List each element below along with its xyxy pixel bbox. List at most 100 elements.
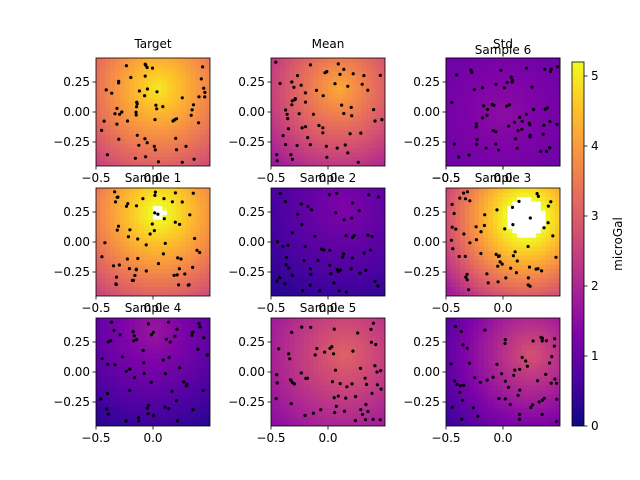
- field-cell: [299, 58, 305, 63]
- field-cell: [313, 219, 319, 225]
- field-cell: [361, 201, 367, 207]
- field-cell: [195, 107, 201, 113]
- field-cell: [455, 107, 461, 113]
- field-cell: [474, 111, 480, 117]
- field-cell: [275, 62, 281, 68]
- field-cell: [337, 219, 343, 225]
- sample-point: [502, 86, 506, 90]
- field-cell: [555, 214, 560, 220]
- field-cell: [289, 93, 295, 99]
- field-cell: [365, 102, 371, 108]
- field-cell: [346, 111, 352, 117]
- field-cell: [133, 394, 139, 400]
- field-cell: [332, 116, 338, 122]
- field-cell: [280, 228, 286, 234]
- sample-point: [531, 107, 536, 111]
- field-cell: [313, 223, 319, 229]
- field-cell: [124, 344, 130, 350]
- field-cell: [124, 188, 130, 193]
- field-cell: [114, 196, 120, 202]
- field-cell: [521, 116, 527, 122]
- field-cell: [100, 340, 106, 346]
- sample-point: [302, 259, 306, 263]
- field-cell: [545, 152, 551, 158]
- field-cell: [133, 250, 139, 256]
- field-cell: [540, 205, 546, 211]
- field-cell: [195, 89, 201, 95]
- field-cell: [190, 219, 196, 225]
- field-cell: [181, 134, 187, 140]
- field-cell: [327, 152, 333, 158]
- field-cell: [96, 201, 101, 207]
- field-cell: [186, 111, 192, 117]
- sample-point: [342, 67, 346, 71]
- field-cell: [455, 152, 461, 158]
- field-cell: [205, 259, 210, 265]
- sample-point: [465, 190, 470, 194]
- field-cell: [555, 156, 560, 162]
- field-cell: [483, 201, 489, 207]
- field-cell: [327, 210, 333, 216]
- field-cell: [167, 273, 173, 279]
- field-cell: [555, 286, 560, 292]
- field-cell: [318, 129, 324, 135]
- field-cell: [545, 107, 551, 113]
- field-cell: [294, 71, 300, 77]
- field-cell: [342, 219, 348, 225]
- field-cell: [464, 125, 470, 131]
- field-cell: [167, 223, 173, 229]
- sample-point: [287, 266, 291, 270]
- field-cell: [152, 326, 158, 332]
- field-cell: [114, 318, 120, 323]
- field-cell: [460, 107, 466, 113]
- field-cell: [200, 282, 206, 288]
- sample-point: [318, 289, 322, 293]
- field-cell: [455, 75, 461, 81]
- field-cell: [327, 147, 333, 153]
- sample-point: [546, 204, 551, 208]
- field-cell: [200, 188, 206, 193]
- field-cell: [370, 156, 376, 162]
- field-cell: [143, 416, 149, 422]
- sample-point: [541, 132, 545, 136]
- field-cell: [148, 80, 154, 86]
- field-cell: [119, 259, 125, 265]
- field-cell: [464, 134, 470, 140]
- field-cell: [186, 152, 192, 158]
- field-cell: [124, 228, 130, 234]
- field-cell: [176, 416, 182, 422]
- sample-point: [303, 125, 308, 129]
- field-cell: [200, 205, 206, 211]
- field-cell: [555, 201, 560, 207]
- field-cell: [365, 264, 371, 270]
- field-cell: [143, 98, 149, 104]
- field-cell: [129, 93, 135, 99]
- field-cell: [555, 58, 560, 63]
- field-cell: [304, 237, 310, 243]
- field-cell: [143, 259, 149, 265]
- field-cell: [308, 223, 314, 229]
- field-cell: [337, 98, 343, 104]
- field-cell: [327, 116, 333, 122]
- field-cell: [181, 111, 187, 117]
- field-cell: [110, 416, 116, 422]
- field-cell: [545, 228, 551, 234]
- field-cell: [171, 75, 177, 81]
- field-cell: [167, 326, 173, 332]
- field-cell: [176, 219, 182, 225]
- x-tick-label: 0.0: [493, 171, 512, 185]
- field-cell: [479, 219, 485, 225]
- field-cell: [323, 66, 329, 72]
- field-cell: [327, 71, 333, 77]
- field-cell: [114, 349, 120, 355]
- field-cell: [526, 62, 532, 68]
- field-cell: [105, 219, 111, 225]
- sample-point: [357, 209, 361, 213]
- field-cell: [370, 89, 376, 95]
- field-cell: [299, 237, 305, 243]
- field-cell: [474, 156, 480, 162]
- field-cell: [100, 358, 106, 364]
- field-cell: [545, 188, 551, 193]
- field-cell: [205, 125, 210, 131]
